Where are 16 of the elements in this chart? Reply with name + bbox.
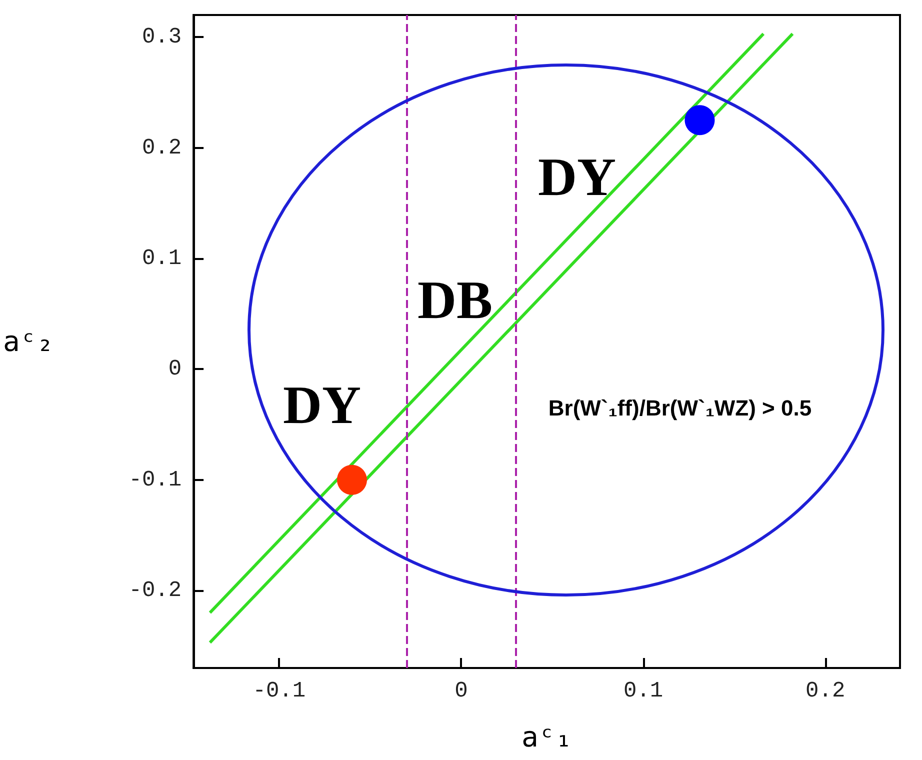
y-tick-label: 0.2 <box>142 135 182 160</box>
x-tick-label: 0 <box>454 678 468 704</box>
annotation: DB <box>417 270 493 330</box>
y-tick-label: -0.2 <box>128 578 182 604</box>
y-tick-label: -0.1 <box>128 467 182 492</box>
y-tick-label: 0.3 <box>142 24 182 50</box>
y-tick-label: 0.1 <box>142 246 182 271</box>
annotation: Br(W`₁ff)/Br(W`₁WZ) > 0.5 <box>548 396 812 420</box>
x-tick-label: 0.2 <box>806 678 846 704</box>
x-tick-label: 0.1 <box>623 678 664 704</box>
y-tick-label: 0 <box>168 356 182 382</box>
y-axis-title: aᶜ₂ <box>2 325 54 358</box>
annotation: DY <box>538 147 616 207</box>
x-tick-label: -0.1 <box>252 678 306 704</box>
annotation: DY <box>283 375 361 435</box>
x-axis-title: aᶜ₁ <box>521 720 572 754</box>
